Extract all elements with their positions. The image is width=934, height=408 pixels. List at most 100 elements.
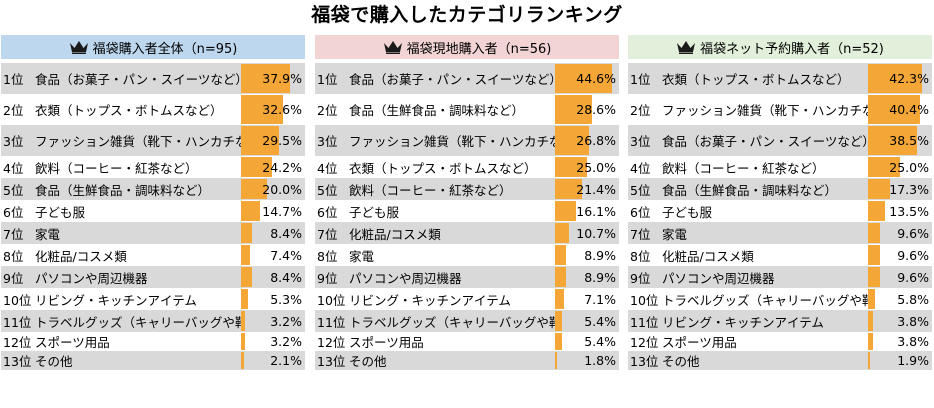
value-label: 32.6%	[262, 102, 302, 117]
value-label: 2.1%	[270, 353, 302, 368]
value-label: 9.6%	[897, 269, 929, 285]
value-bar	[241, 267, 252, 287]
rank-label: 12位	[317, 335, 346, 350]
category-label: ファッション雑貨（靴下・ハンカチなど）	[662, 103, 868, 118]
rank-label: 10位	[630, 292, 659, 308]
value-label: 7.4%	[270, 247, 302, 263]
value-bar	[241, 157, 272, 177]
bar-cell: 16.1%	[555, 200, 619, 222]
bar-cell: 37.9%	[241, 63, 305, 94]
panel-header: 福袋購入者全体（n=95)	[1, 35, 305, 59]
bar-cell: 25.0%	[868, 156, 932, 178]
bar-cell: 28.6%	[555, 94, 619, 125]
table-row: 6位 子ども服 16.1%	[315, 200, 619, 222]
rank-label: 8位	[3, 248, 24, 264]
value-bar	[241, 352, 244, 369]
rank-label: 13位	[3, 354, 32, 369]
rank-label: 5位	[630, 182, 651, 198]
category-label: 飲料（コーヒー・紅茶など）	[349, 182, 512, 198]
value-label: 3.2%	[270, 334, 302, 349]
value-bar	[241, 201, 260, 221]
bar-cell: 8.4%	[241, 222, 305, 244]
bar-cell: 42.3%	[868, 63, 932, 94]
category-label: リビング・キッチンアイテム	[35, 292, 197, 308]
value-bar	[555, 126, 590, 155]
table-row: 8位 化粧品/コスメ類 7.4%	[1, 244, 305, 266]
value-bar	[868, 126, 918, 155]
value-bar	[241, 64, 290, 93]
rank-label: 5位	[317, 182, 338, 198]
value-bar	[868, 289, 876, 309]
rank-label: 13位	[317, 354, 346, 369]
bar-cell: 3.8%	[868, 332, 932, 351]
panel-title: 福袋ネット予約購入者（n=52)	[700, 41, 884, 57]
value-bar	[868, 201, 886, 221]
bar-cell: 20.0%	[241, 178, 305, 200]
table-row: 7位 化粧品/コスメ類 10.7%	[315, 222, 619, 244]
rank-label: 2位	[630, 103, 651, 118]
value-label: 5.4%	[584, 313, 616, 329]
value-bar	[555, 352, 558, 369]
category-label: その他	[35, 354, 73, 369]
bar-cell: 26.8%	[555, 125, 619, 156]
panel-title: 福袋現地購入者（n=56)	[406, 41, 552, 57]
category-label: 食品（生鮮食品・調味料など）	[662, 182, 838, 198]
value-label: 5.8%	[897, 291, 929, 307]
value-label: 8.9%	[584, 269, 616, 285]
table-row: 13位 その他 2.1%	[1, 351, 305, 370]
bar-cell: 32.6%	[241, 94, 305, 125]
rank-label: 1位	[630, 72, 651, 87]
bar-cell: 44.6%	[555, 63, 619, 94]
category-label: トラベルグッズ（キャリーバッグや鞄など）	[662, 292, 868, 308]
rank-label: 11位	[3, 314, 32, 330]
value-bar	[555, 333, 562, 350]
value-label: 1.8%	[584, 353, 616, 368]
category-label: 化粧品/コスメ類	[662, 248, 754, 264]
bar-cell: 5.4%	[555, 310, 619, 332]
value-label: 3.8%	[897, 334, 929, 349]
bar-cell: 3.2%	[241, 332, 305, 351]
value-label: 16.1%	[576, 203, 616, 219]
value-label: 10.7%	[576, 225, 616, 241]
value-label: 44.6%	[576, 71, 616, 86]
value-label: 37.9%	[262, 71, 302, 86]
table-row: 10位 リビング・キッチンアイテム 7.1%	[315, 288, 619, 310]
table-row: 12位 スポーツ用品 3.8%	[628, 332, 932, 351]
category-label: 食品（お菓子・パン・スイーツなど）	[349, 72, 555, 87]
rank-label: 6位	[630, 204, 651, 220]
bar-cell: 29.5%	[241, 125, 305, 156]
value-bar	[868, 64, 923, 93]
value-bar	[555, 245, 567, 265]
value-label: 21.4%	[576, 181, 616, 197]
table-row: 7位 家電 9.6%	[628, 222, 932, 244]
table-row: 1位 食品（お菓子・パン・スイーツなど） 44.6%	[315, 63, 619, 94]
value-bar	[868, 267, 881, 287]
rank-label: 3位	[3, 134, 24, 149]
value-label: 8.4%	[270, 225, 302, 241]
rank-label: 9位	[3, 270, 24, 286]
value-label: 8.4%	[270, 269, 302, 285]
rank-label: 11位	[630, 314, 659, 330]
rank-label: 10位	[317, 292, 346, 308]
category-label: パソコンや周辺機器	[35, 270, 148, 286]
value-bar	[555, 311, 562, 331]
value-bar	[555, 95, 592, 124]
bar-cell: 7.4%	[241, 244, 305, 266]
category-label: リビング・キッチンアイテム	[662, 314, 824, 330]
bar-cell: 14.7%	[241, 200, 305, 222]
value-label: 25.0%	[889, 159, 929, 175]
bar-cell: 2.1%	[241, 351, 305, 370]
value-bar	[555, 201, 576, 221]
bar-cell: 5.4%	[555, 332, 619, 351]
bar-cell: 1.8%	[555, 351, 619, 370]
value-label: 14.7%	[262, 203, 302, 219]
value-label: 40.4%	[889, 102, 929, 117]
value-bar	[241, 126, 279, 155]
category-label: 家電	[662, 226, 688, 242]
bar-cell: 38.5%	[868, 125, 932, 156]
rank-label: 1位	[317, 72, 338, 87]
rank-label: 2位	[3, 103, 24, 118]
